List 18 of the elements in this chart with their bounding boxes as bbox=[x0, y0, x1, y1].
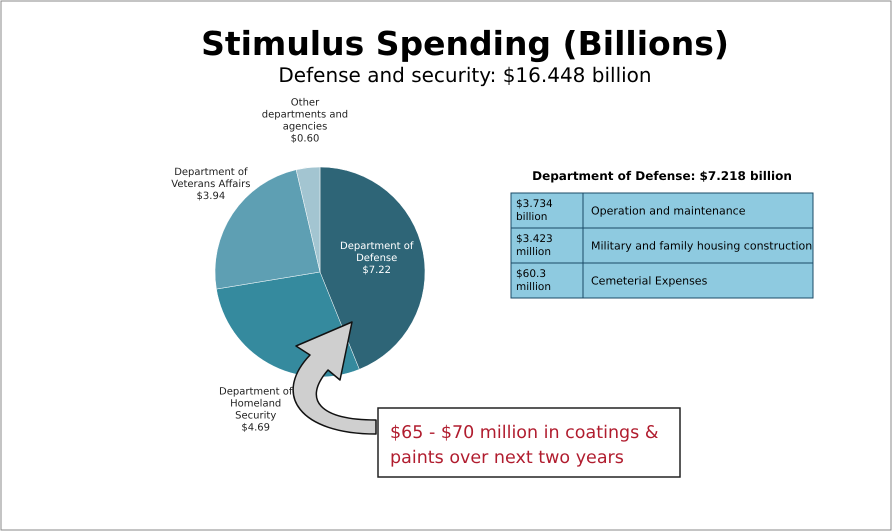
text: Department of Defense: $7.218 billion bbox=[532, 169, 792, 183]
slice-label: Department of Homeland Security bbox=[219, 386, 293, 422]
text: $65 - $70 million in coatings & paints over next two years bbox=[390, 423, 659, 468]
slice-label: Department of Defense bbox=[340, 240, 414, 264]
data-label: $0.60 bbox=[290, 134, 320, 145]
text: $60.3 million bbox=[516, 268, 551, 293]
text: Cemeterial Expenses bbox=[591, 274, 708, 288]
data-label: $4.69 bbox=[241, 422, 270, 434]
text: Defense and security: $16.448 billion bbox=[278, 63, 652, 87]
data-label: $7.22 bbox=[362, 264, 392, 276]
slice-label: Department of Veterans Affairs bbox=[171, 167, 250, 190]
text: Operation and maintenance bbox=[591, 204, 746, 218]
text: $3.734 billion bbox=[516, 198, 554, 223]
data-label: $3.94 bbox=[196, 191, 226, 202]
text: Military and family housing construction bbox=[591, 240, 812, 252]
chart-title: Stimulus Spending (Billions) bbox=[201, 24, 729, 63]
slice-label: Other departments and agencies bbox=[262, 98, 348, 133]
text: $3.423 million bbox=[516, 233, 553, 258]
